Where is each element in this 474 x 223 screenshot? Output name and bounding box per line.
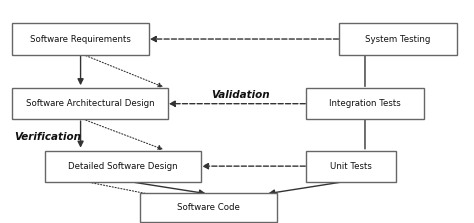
Text: Detailed Software Design: Detailed Software Design bbox=[68, 162, 178, 171]
Text: Verification: Verification bbox=[14, 132, 81, 142]
FancyBboxPatch shape bbox=[45, 151, 201, 182]
FancyBboxPatch shape bbox=[12, 23, 149, 55]
FancyBboxPatch shape bbox=[306, 88, 424, 119]
Text: Software Requirements: Software Requirements bbox=[30, 35, 131, 43]
Text: Software Architectural Design: Software Architectural Design bbox=[26, 99, 155, 108]
FancyBboxPatch shape bbox=[12, 88, 168, 119]
Text: Integration Tests: Integration Tests bbox=[329, 99, 401, 108]
Text: Software Code: Software Code bbox=[177, 203, 240, 212]
Text: Validation: Validation bbox=[211, 90, 270, 100]
FancyBboxPatch shape bbox=[306, 151, 396, 182]
FancyBboxPatch shape bbox=[140, 193, 277, 222]
FancyBboxPatch shape bbox=[339, 23, 457, 55]
Text: Unit Tests: Unit Tests bbox=[330, 162, 372, 171]
Text: System Testing: System Testing bbox=[365, 35, 431, 43]
